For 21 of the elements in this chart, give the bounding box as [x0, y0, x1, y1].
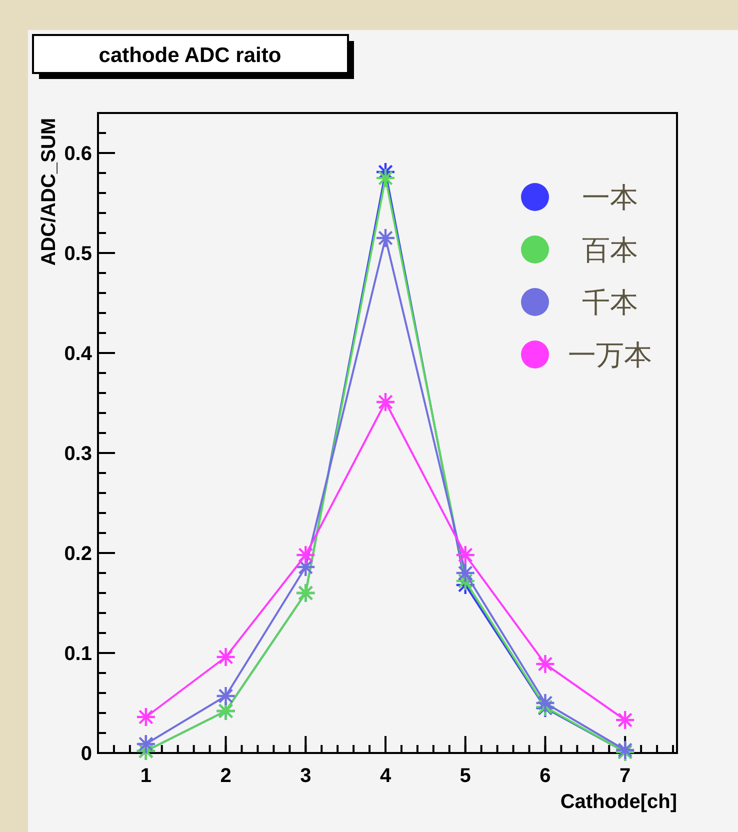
x-tick-label: 4 [380, 765, 392, 787]
x-tick-label: 1 [140, 765, 152, 787]
chart-title: cathode ADC raito [98, 44, 282, 67]
y-tick-label: 0.3 [64, 443, 92, 465]
legend-label: 千本 [582, 287, 638, 318]
legend-label: 一本 [582, 182, 638, 213]
x-tick-label: 5 [460, 765, 471, 787]
x-tick-label: 3 [300, 765, 312, 787]
y-tick-label: 0.4 [64, 343, 93, 365]
y-tick-label: 0.6 [64, 143, 92, 165]
y-tick-label: 0.1 [64, 643, 92, 665]
y-tick-label: 0.2 [64, 543, 92, 565]
x-tick-label: 6 [540, 765, 551, 787]
y-tick-label: 0.5 [64, 243, 92, 265]
legend-label: 百本 [582, 234, 638, 266]
x-tick-label: 7 [620, 765, 631, 787]
y-tick-label: 0 [80, 743, 92, 765]
legend-label: 一万本 [568, 340, 652, 370]
x-tick-label: 2 [220, 765, 232, 787]
y-axis-title: ADC/ADC_SUM [38, 118, 60, 266]
x-axis-title: Cathode[ch] [560, 791, 677, 813]
